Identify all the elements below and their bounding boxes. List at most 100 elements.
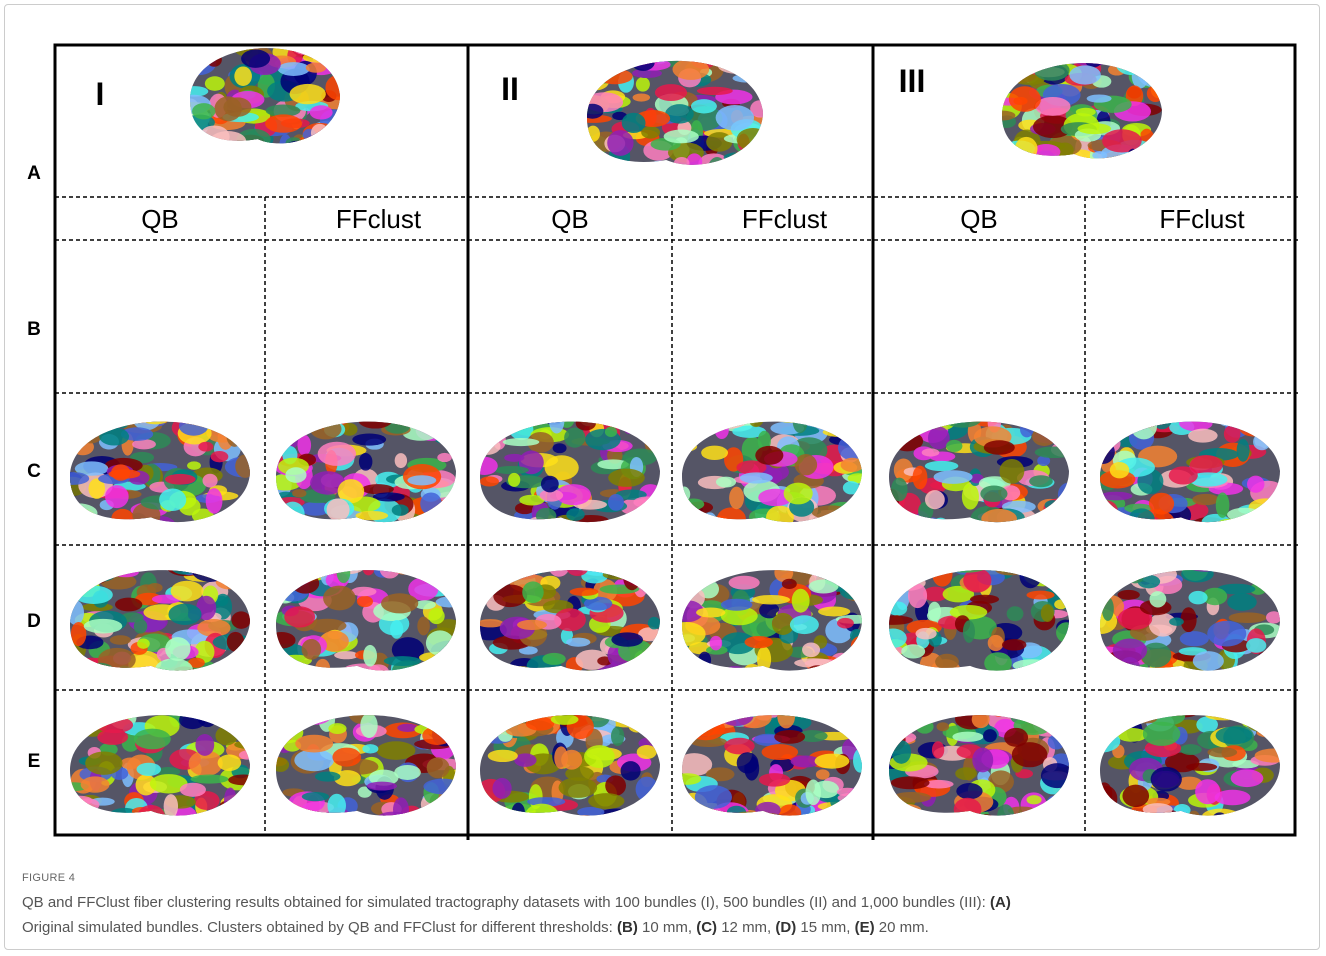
fiber-bundle <box>299 707 331 725</box>
fiber-bundle <box>636 77 650 92</box>
fiber-bundle <box>758 0 772 5</box>
fiber-bundle <box>904 547 928 572</box>
fiber-bundle <box>1027 795 1042 804</box>
fiber-bundle <box>357 596 373 607</box>
fiber-bundle <box>435 657 459 667</box>
fiber-bundle <box>1034 60 1070 81</box>
fiber-bundle <box>171 581 204 602</box>
fiber-bundle <box>1123 0 1137 11</box>
fiber-bundle <box>877 731 917 744</box>
fiber-bundle <box>365 0 392 4</box>
fiber-bundle <box>1051 0 1086 11</box>
fiber-bundle <box>652 0 665 10</box>
fiber-bundle <box>1227 593 1256 610</box>
fiber-bundle <box>907 0 929 4</box>
fiber-bundle <box>1034 0 1060 5</box>
brain-image <box>265 695 468 840</box>
fiber-bundle <box>722 666 747 684</box>
fiber-bundle <box>913 0 941 6</box>
fiber-bundle <box>919 519 948 536</box>
fiber-bundle <box>67 0 85 8</box>
fiber-bundle <box>392 504 409 516</box>
fiber-bundle <box>823 427 861 437</box>
fiber-bundle <box>841 458 864 472</box>
fiber-bundle <box>551 0 564 10</box>
fiber-bundle <box>477 0 507 5</box>
fiber-bundle <box>406 0 437 10</box>
fiber-bundle <box>1109 0 1128 11</box>
fiber-bundle <box>935 816 972 827</box>
fiber-bundle <box>823 662 855 673</box>
fiber-bundle <box>719 669 743 679</box>
fiber-bundle <box>737 752 759 773</box>
fiber-bundle <box>426 805 445 830</box>
fiber-bundle <box>197 707 217 727</box>
fiber-bundle <box>417 617 430 636</box>
fiber-bundle <box>1160 810 1182 829</box>
fiber-bundle <box>420 715 446 724</box>
fiber-bundle <box>108 0 122 7</box>
fiber-bundle <box>583 0 621 11</box>
fiber-bundle <box>198 0 212 9</box>
fiber-bundle <box>67 600 84 625</box>
fiber-bundle <box>519 520 542 528</box>
fiber-bundle <box>397 0 435 11</box>
brain-image <box>666 398 882 542</box>
fiber-bundle <box>59 503 97 522</box>
fiber-bundle <box>1111 52 1140 65</box>
fiber-bundle <box>152 0 185 10</box>
fiber-bundle <box>112 0 127 11</box>
fiber-bundle <box>520 673 539 690</box>
fiber-bundle <box>745 57 771 76</box>
fiber-bundle <box>702 0 732 6</box>
fiber-bundle <box>790 699 808 710</box>
fiber-bundle <box>838 435 864 460</box>
fiber-bundle <box>759 773 790 786</box>
fiber-bundle <box>913 466 928 490</box>
fiber-bundle <box>1060 678 1074 686</box>
fiber-bundle <box>927 0 940 7</box>
fiber-bundle <box>310 0 335 11</box>
fiber-bundle <box>951 0 978 11</box>
fiber-bundle <box>787 819 801 834</box>
fiber-bundle <box>326 145 340 154</box>
fiber-bundle <box>162 0 186 8</box>
fiber-bundle <box>620 0 645 5</box>
fiber-bundle <box>136 0 162 5</box>
fiber-bundle <box>762 0 779 10</box>
fiber-bundle <box>796 0 820 10</box>
fiber-bundle <box>1132 403 1151 424</box>
fiber-bundle <box>773 0 787 10</box>
fiber-bundle <box>1144 520 1184 541</box>
fiber-bundle <box>477 714 497 735</box>
fiber-bundle <box>805 779 821 805</box>
fiber-bundle <box>525 804 558 826</box>
brain-image <box>574 36 775 186</box>
fiber-bundle <box>382 399 417 416</box>
fiber-bundle <box>208 0 227 11</box>
fiber-bundle <box>198 442 213 452</box>
fiber-bundle <box>618 0 655 9</box>
fiber-bundle <box>242 803 255 815</box>
fiber-bundle <box>1253 433 1271 450</box>
fiber-bundle <box>183 0 197 12</box>
caption-ref: (D) <box>775 919 796 936</box>
fiber-bundle <box>206 488 223 514</box>
fiber-bundle <box>650 705 663 729</box>
fiber-bundle <box>430 564 470 582</box>
fiber-bundle <box>622 113 646 133</box>
fiber-bundle <box>292 571 325 582</box>
fiber-bundle <box>583 0 617 6</box>
fiber-bundle <box>1191 0 1223 8</box>
fiber-bundle <box>295 735 333 753</box>
fiber-bundle <box>918 0 940 6</box>
fiber-bundle <box>266 0 296 12</box>
fiber-bundle <box>1110 0 1147 10</box>
fiber-bundle <box>615 0 627 7</box>
fiber-bundle <box>1030 407 1067 426</box>
fiber-bundle <box>1046 0 1059 11</box>
fiber-bundle <box>935 654 959 670</box>
fiber-bundle <box>467 0 493 7</box>
fiber-bundle <box>287 554 319 574</box>
fiber-bundle <box>71 0 100 6</box>
